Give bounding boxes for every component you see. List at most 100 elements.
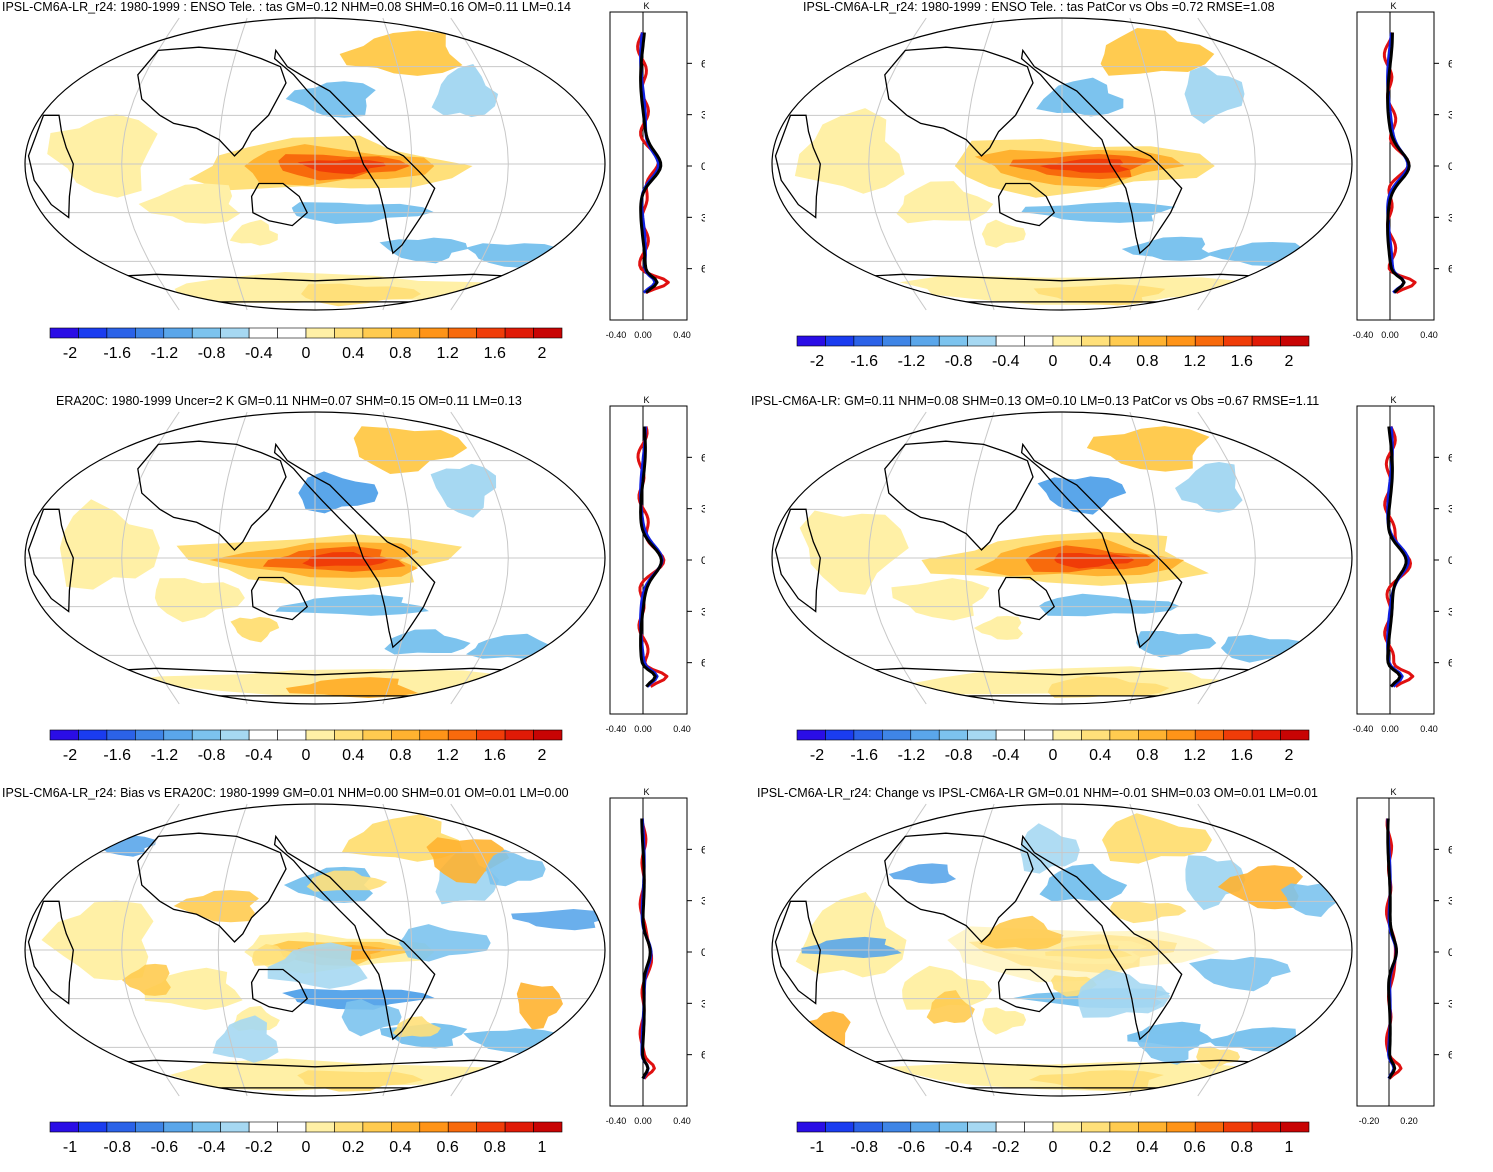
colorbar-segment	[1166, 335, 1196, 347]
map-border	[24, 17, 606, 311]
colorbar-label: 0	[1049, 353, 1058, 370]
cool-anomaly	[1136, 631, 1217, 658]
panel-model-ensemble: IPSL-CM6A-LR: GM=0.11 NHM=0.08 SHM=0.13 …	[747, 394, 1493, 780]
colorbar-label: -1.2	[151, 747, 179, 764]
coastline	[91, 273, 539, 303]
warm-anomaly	[979, 915, 1064, 950]
cool-anomaly	[431, 64, 499, 118]
colorbar-segment	[1251, 335, 1281, 347]
longitude-line	[450, 411, 509, 705]
colorbar-segment	[825, 1121, 855, 1133]
x-tick-label: 0.00	[634, 1116, 652, 1126]
colorbar-segment	[1138, 729, 1168, 741]
graticule	[25, 17, 605, 311]
longitude-line	[964, 411, 995, 705]
profile-unit-label: K	[1390, 1, 1396, 11]
panel-change: IPSL-CM6A-LR_r24: Change vs IPSL-CM6A-LR…	[747, 786, 1493, 1172]
warm-anomaly	[1054, 553, 1135, 569]
colorbar-segment	[78, 729, 108, 741]
coastline	[1020, 442, 1183, 649]
zonal-mean-profile: K -0.40 0.00 0.40 60N 30N 0 30S 60S	[606, 1, 705, 340]
x-tick-label: 0.40	[673, 724, 691, 734]
coastline	[774, 508, 821, 613]
profile-series-black	[639, 32, 663, 294]
coastline	[137, 832, 287, 943]
colorbar-segment	[504, 327, 534, 339]
x-tick-label: -0.40	[1353, 724, 1374, 734]
profile-unit-label: K	[1390, 395, 1396, 405]
warm-anomaly	[138, 183, 240, 224]
map-border	[771, 411, 1353, 705]
colorbar-label: 0.4	[1089, 747, 1111, 764]
longitude-line	[1197, 803, 1256, 1097]
warm-anomaly	[1100, 28, 1215, 76]
longitude-line	[1197, 17, 1256, 311]
colorbar-segment	[135, 327, 165, 339]
colorbar-label: 0.8	[484, 1139, 506, 1156]
colorbar-segment	[796, 729, 826, 741]
colorbar-label: 1	[1285, 1139, 1294, 1156]
cool-anomaly	[384, 629, 471, 655]
colorbar-segment	[135, 729, 165, 741]
longitude-line	[868, 411, 927, 705]
coastline	[1020, 48, 1183, 255]
colorbar-label: 0.8	[1136, 353, 1158, 370]
cool-anomaly	[1184, 65, 1245, 124]
warm-anomaly	[144, 967, 243, 1010]
coastline	[1020, 834, 1183, 1041]
colorbar-label: 1.6	[1231, 747, 1253, 764]
colorbar-label: 1.2	[436, 747, 458, 764]
map-border	[24, 411, 606, 705]
world-map	[771, 411, 1353, 705]
profile-series-black	[1386, 32, 1411, 294]
colorbar-label: -0.4	[245, 345, 273, 362]
colorbar: -2 -1.6 -1.2 -0.8 -0.4 0 0.4 0.8 1.2 1.6 2	[49, 729, 563, 764]
zonal-mean-profile: K -0.40 0.00 0.40 60N 30N 0 30S 60S	[606, 787, 705, 1126]
colorbar-label: -1.2	[898, 353, 926, 370]
coastline	[27, 114, 74, 219]
colorbar-segment	[191, 1121, 221, 1133]
x-tick-label: -0.40	[606, 724, 627, 734]
colorbar-label: -0.4	[992, 747, 1020, 764]
warm-anomaly	[173, 890, 259, 923]
panel-bias: IPSL-CM6A-LR_r24: Bias vs ERA20C: 1980-1…	[0, 786, 746, 1172]
colorbar-segment	[476, 327, 506, 339]
map-border	[24, 803, 606, 1097]
lat-tick-label: 60N	[701, 452, 705, 464]
x-tick-label: 0.40	[1420, 724, 1438, 734]
lat-tick-label: 30S	[1448, 998, 1452, 1010]
coastline	[774, 900, 821, 1005]
colorbar-segment	[1166, 1121, 1196, 1133]
cool-anomaly	[398, 924, 491, 962]
warm-anomaly	[47, 114, 158, 198]
colorbar-label: -2	[810, 353, 824, 370]
colorbar-segment	[248, 729, 278, 741]
lat-tick-label: 60	[1448, 264, 1452, 276]
colorbar-segment	[1052, 729, 1082, 741]
colorbar-segment	[853, 335, 883, 347]
colorbar-label: 0.8	[1231, 1139, 1253, 1156]
colorbar-label: -1.6	[850, 353, 878, 370]
colorbar-label: -1.6	[103, 747, 131, 764]
colorbar-segment	[476, 1121, 506, 1133]
colorbar-label: 2	[1285, 353, 1294, 370]
lat-tick-label: 30N	[1448, 504, 1452, 516]
zonal-mean-profile: K -0.40 0.00 0.40 60N 30N 0 30S 60S	[1353, 395, 1452, 734]
colorbar-segment	[78, 327, 108, 339]
cool-anomaly	[212, 1015, 279, 1063]
colorbar-label: -0.6	[898, 1139, 926, 1156]
cool-anomaly	[1036, 77, 1124, 117]
panel-title: IPSL-CM6A-LR_r24: Change vs IPSL-CM6A-LR…	[757, 786, 1319, 800]
coastline	[997, 576, 1056, 621]
colorbar-label: 1	[538, 1139, 547, 1156]
zonal-mean-profile: K -0.20 0.20 60N 30N 0 30S 60S	[1356, 787, 1452, 1126]
colorbar-label: -1	[63, 1139, 77, 1156]
warm-anomaly	[1045, 944, 1133, 959]
colorbar-segment	[1194, 1121, 1224, 1133]
colorbar-label: -0.8	[850, 1139, 878, 1156]
cool-anomaly	[285, 81, 376, 118]
longitude-line	[868, 17, 927, 311]
lat-tick-label: 0	[1448, 161, 1452, 173]
lat-tick-label: 60S	[701, 658, 705, 670]
coastline	[137, 46, 287, 157]
